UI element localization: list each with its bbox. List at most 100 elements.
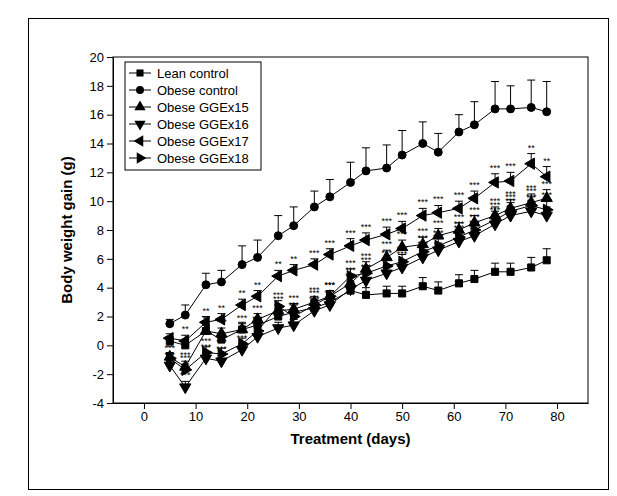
x-tick-mark	[557, 403, 558, 409]
marker	[344, 240, 354, 251]
significance-label: ***	[469, 212, 480, 222]
marker	[434, 148, 442, 156]
significance-label: **	[202, 306, 210, 316]
legend-marker	[133, 135, 143, 146]
significance-label: ***	[180, 353, 191, 363]
error-cap	[527, 153, 535, 154]
x-tick-label: 40	[344, 409, 358, 424]
error-cap	[362, 232, 370, 233]
y-tick-mark	[107, 403, 113, 404]
x-tick-label: 70	[499, 409, 513, 424]
significance-label: **	[182, 324, 190, 334]
error-cap	[347, 162, 355, 163]
significance-label: ***	[216, 317, 227, 327]
marker	[326, 193, 334, 201]
y-tick: 2	[97, 309, 113, 324]
significance-label: ***	[541, 190, 552, 200]
significance-label: **	[543, 156, 551, 166]
significance-label: ***	[288, 300, 299, 310]
x-tick-mark	[299, 403, 300, 409]
significance-label: ***	[454, 219, 465, 229]
significance-label: ***	[418, 197, 429, 207]
legend-label: Lean control	[157, 66, 229, 81]
marker	[489, 177, 499, 188]
x-tick-mark	[144, 403, 145, 409]
y-axis-line	[113, 58, 114, 404]
significance-label: ***	[201, 336, 212, 346]
marker	[179, 335, 189, 346]
error-cap	[419, 121, 427, 122]
significance-label: ***	[345, 271, 356, 281]
x-tick: 10	[189, 403, 203, 424]
marker	[492, 268, 499, 275]
y-tick-mark	[107, 230, 113, 231]
significance-label: **	[218, 303, 226, 313]
y-tick: 6	[97, 251, 113, 266]
error-cap	[543, 248, 551, 249]
y-tick-mark	[107, 317, 113, 318]
y-axis-title: Body weight gain (g)	[58, 156, 75, 304]
significance-label: ***	[252, 303, 263, 313]
x-tick: 30	[292, 403, 306, 424]
marker	[347, 178, 355, 186]
y-tick: -4	[92, 396, 113, 411]
error-cap	[202, 273, 210, 274]
marker	[383, 164, 391, 172]
significance-label: **	[528, 143, 536, 153]
legend-label: Obese GGEx16	[157, 117, 249, 132]
significance-label: ***	[361, 255, 372, 265]
y-tick: 8	[97, 223, 113, 238]
x-tick: 20	[241, 403, 255, 424]
legend: Lean controlObese controlObese GGEx15Obe…	[125, 62, 261, 170]
y-tick-label: 20	[90, 50, 104, 65]
marker	[216, 358, 227, 368]
error-cap	[326, 179, 334, 180]
significance-label: ***	[237, 313, 248, 323]
error-cap	[543, 81, 551, 82]
x-tick: 80	[550, 403, 564, 424]
legend-box	[125, 62, 261, 170]
series-line	[170, 211, 547, 387]
marker	[381, 270, 392, 280]
marker	[362, 291, 369, 298]
x-tick-mark	[351, 403, 352, 409]
significance-label: ***	[309, 248, 320, 258]
significance-label: ***	[397, 229, 408, 239]
marker	[273, 325, 284, 335]
marker	[398, 151, 406, 159]
marker	[359, 234, 369, 245]
marker	[181, 311, 189, 319]
marker	[416, 210, 426, 221]
significance-label: ***	[325, 288, 336, 298]
x-tick-mark	[402, 403, 403, 409]
significance-label: ***	[273, 311, 284, 321]
x-tick-label: 60	[447, 409, 461, 424]
marker	[180, 384, 191, 394]
marker	[492, 214, 502, 225]
marker	[491, 105, 499, 113]
x-tick-mark	[247, 403, 248, 409]
marker	[471, 275, 478, 282]
outer-frame	[29, 19, 609, 490]
significance-label: ***	[469, 180, 480, 190]
error-cap	[217, 270, 225, 271]
series-line	[170, 198, 547, 367]
series-line	[170, 205, 547, 369]
error-cap	[507, 85, 515, 86]
marker	[254, 253, 262, 261]
legend-marker	[137, 152, 147, 163]
significance-label: ***	[325, 238, 336, 248]
marker	[216, 327, 227, 337]
significance-label: ***	[361, 222, 372, 232]
marker	[310, 203, 318, 211]
series-line	[170, 164, 547, 341]
error-cap	[254, 240, 262, 241]
annotations: ****************************************…	[165, 143, 553, 381]
error-cap	[455, 201, 463, 202]
significance-label: ***	[505, 192, 516, 202]
significance-label: ***	[490, 200, 501, 210]
marker	[251, 291, 261, 302]
y-tick: 0	[97, 338, 113, 353]
legend-marker	[134, 121, 145, 131]
significance-label: **	[290, 254, 298, 264]
